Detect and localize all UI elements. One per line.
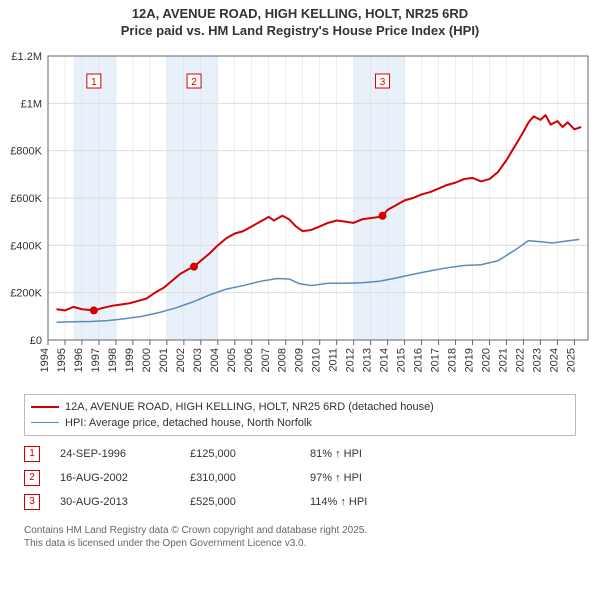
svg-text:£800K: £800K xyxy=(10,145,42,157)
marker-date: 16-AUG-2002 xyxy=(60,472,190,484)
svg-text:2017: 2017 xyxy=(430,348,442,372)
legend-row: 12A, AVENUE ROAD, HIGH KELLING, HOLT, NR… xyxy=(31,399,569,415)
svg-text:2010: 2010 xyxy=(311,348,323,372)
footer: Contains HM Land Registry data © Crown c… xyxy=(24,524,576,550)
line-chart: £0 £200K £400K £600K £800K £1M £1.2M 1994 1995 19… xyxy=(0,48,600,388)
legend-row: HPI: Average price, detached house, Nort… xyxy=(31,415,569,431)
legend-label: 12A, AVENUE ROAD, HIGH KELLING, HOLT, NR… xyxy=(65,401,434,413)
footer-line1: Contains HM Land Registry data © Crown c… xyxy=(24,524,576,537)
svg-text:1995: 1995 xyxy=(56,348,68,372)
svg-text:£1M: £1M xyxy=(21,98,42,110)
svg-text:2025: 2025 xyxy=(565,348,577,372)
legend-swatch xyxy=(31,406,59,408)
svg-text:2006: 2006 xyxy=(243,348,255,372)
svg-text:1: 1 xyxy=(91,77,97,88)
marker-price: £125,000 xyxy=(190,448,310,460)
svg-text:3: 3 xyxy=(380,77,386,88)
svg-text:1996: 1996 xyxy=(73,348,85,372)
svg-text:2018: 2018 xyxy=(447,348,459,372)
marker-pct: 81% ↑ HPI xyxy=(310,448,440,460)
footer-line2: This data is licensed under the Open Gov… xyxy=(24,537,576,550)
marker-price: £525,000 xyxy=(190,496,310,508)
svg-text:2020: 2020 xyxy=(481,348,493,372)
title-line1: 12A, AVENUE ROAD, HIGH KELLING, HOLT, NR… xyxy=(4,6,596,23)
svg-text:£600K: £600K xyxy=(10,193,42,205)
legend-swatch xyxy=(31,422,59,423)
svg-text:£1.2M: £1.2M xyxy=(11,51,42,63)
svg-text:2021: 2021 xyxy=(497,348,509,372)
chart-container: £0 £200K £400K £600K £800K £1M £1.2M 1994 1995 19… xyxy=(0,48,600,388)
svg-text:2003: 2003 xyxy=(192,348,204,372)
svg-text:2011: 2011 xyxy=(328,348,340,372)
svg-text:1999: 1999 xyxy=(124,348,136,372)
svg-text:2013: 2013 xyxy=(362,348,374,372)
svg-text:2016: 2016 xyxy=(413,348,425,372)
svg-text:2001: 2001 xyxy=(158,348,170,372)
svg-text:£200K: £200K xyxy=(10,287,42,299)
svg-text:£0: £0 xyxy=(30,335,42,347)
marker-index: 3 xyxy=(24,494,40,510)
svg-text:2000: 2000 xyxy=(141,348,153,372)
svg-text:2023: 2023 xyxy=(531,348,543,372)
svg-text:2022: 2022 xyxy=(514,348,526,372)
svg-text:2008: 2008 xyxy=(277,348,289,372)
marker-index: 2 xyxy=(24,470,40,486)
svg-text:2012: 2012 xyxy=(345,348,357,372)
marker-date: 24-SEP-1996 xyxy=(60,448,190,460)
svg-text:2024: 2024 xyxy=(548,348,560,372)
svg-text:2007: 2007 xyxy=(260,348,272,372)
marker-table: 1 24-SEP-1996£125,00081% ↑ HPI 2 16-AUG-200… xyxy=(24,446,576,510)
svg-text:2005: 2005 xyxy=(226,348,238,372)
marker-pct: 114% ↑ HPI xyxy=(310,496,440,508)
legend-label: HPI: Average price, detached house, Nort… xyxy=(65,417,312,429)
svg-text:2002: 2002 xyxy=(175,348,187,372)
title-line2: Price paid vs. HM Land Registry's House … xyxy=(4,23,596,40)
svg-text:1994: 1994 xyxy=(39,348,51,372)
svg-text:2004: 2004 xyxy=(209,348,221,372)
svg-text:2019: 2019 xyxy=(464,348,476,372)
svg-text:2009: 2009 xyxy=(294,348,306,372)
chart-title: 12A, AVENUE ROAD, HIGH KELLING, HOLT, NR… xyxy=(0,0,600,48)
svg-text:£400K: £400K xyxy=(10,240,42,252)
marker-date: 30-AUG-2013 xyxy=(60,496,190,508)
legend: 12A, AVENUE ROAD, HIGH KELLING, HOLT, NR… xyxy=(24,394,576,436)
marker-price: £310,000 xyxy=(190,472,310,484)
svg-text:2015: 2015 xyxy=(396,348,408,372)
marker-pct: 97% ↑ HPI xyxy=(310,472,440,484)
svg-text:1997: 1997 xyxy=(90,348,102,372)
svg-text:1998: 1998 xyxy=(107,348,119,372)
svg-text:2014: 2014 xyxy=(379,348,391,372)
svg-text:2: 2 xyxy=(191,77,197,88)
marker-index: 1 xyxy=(24,446,40,462)
